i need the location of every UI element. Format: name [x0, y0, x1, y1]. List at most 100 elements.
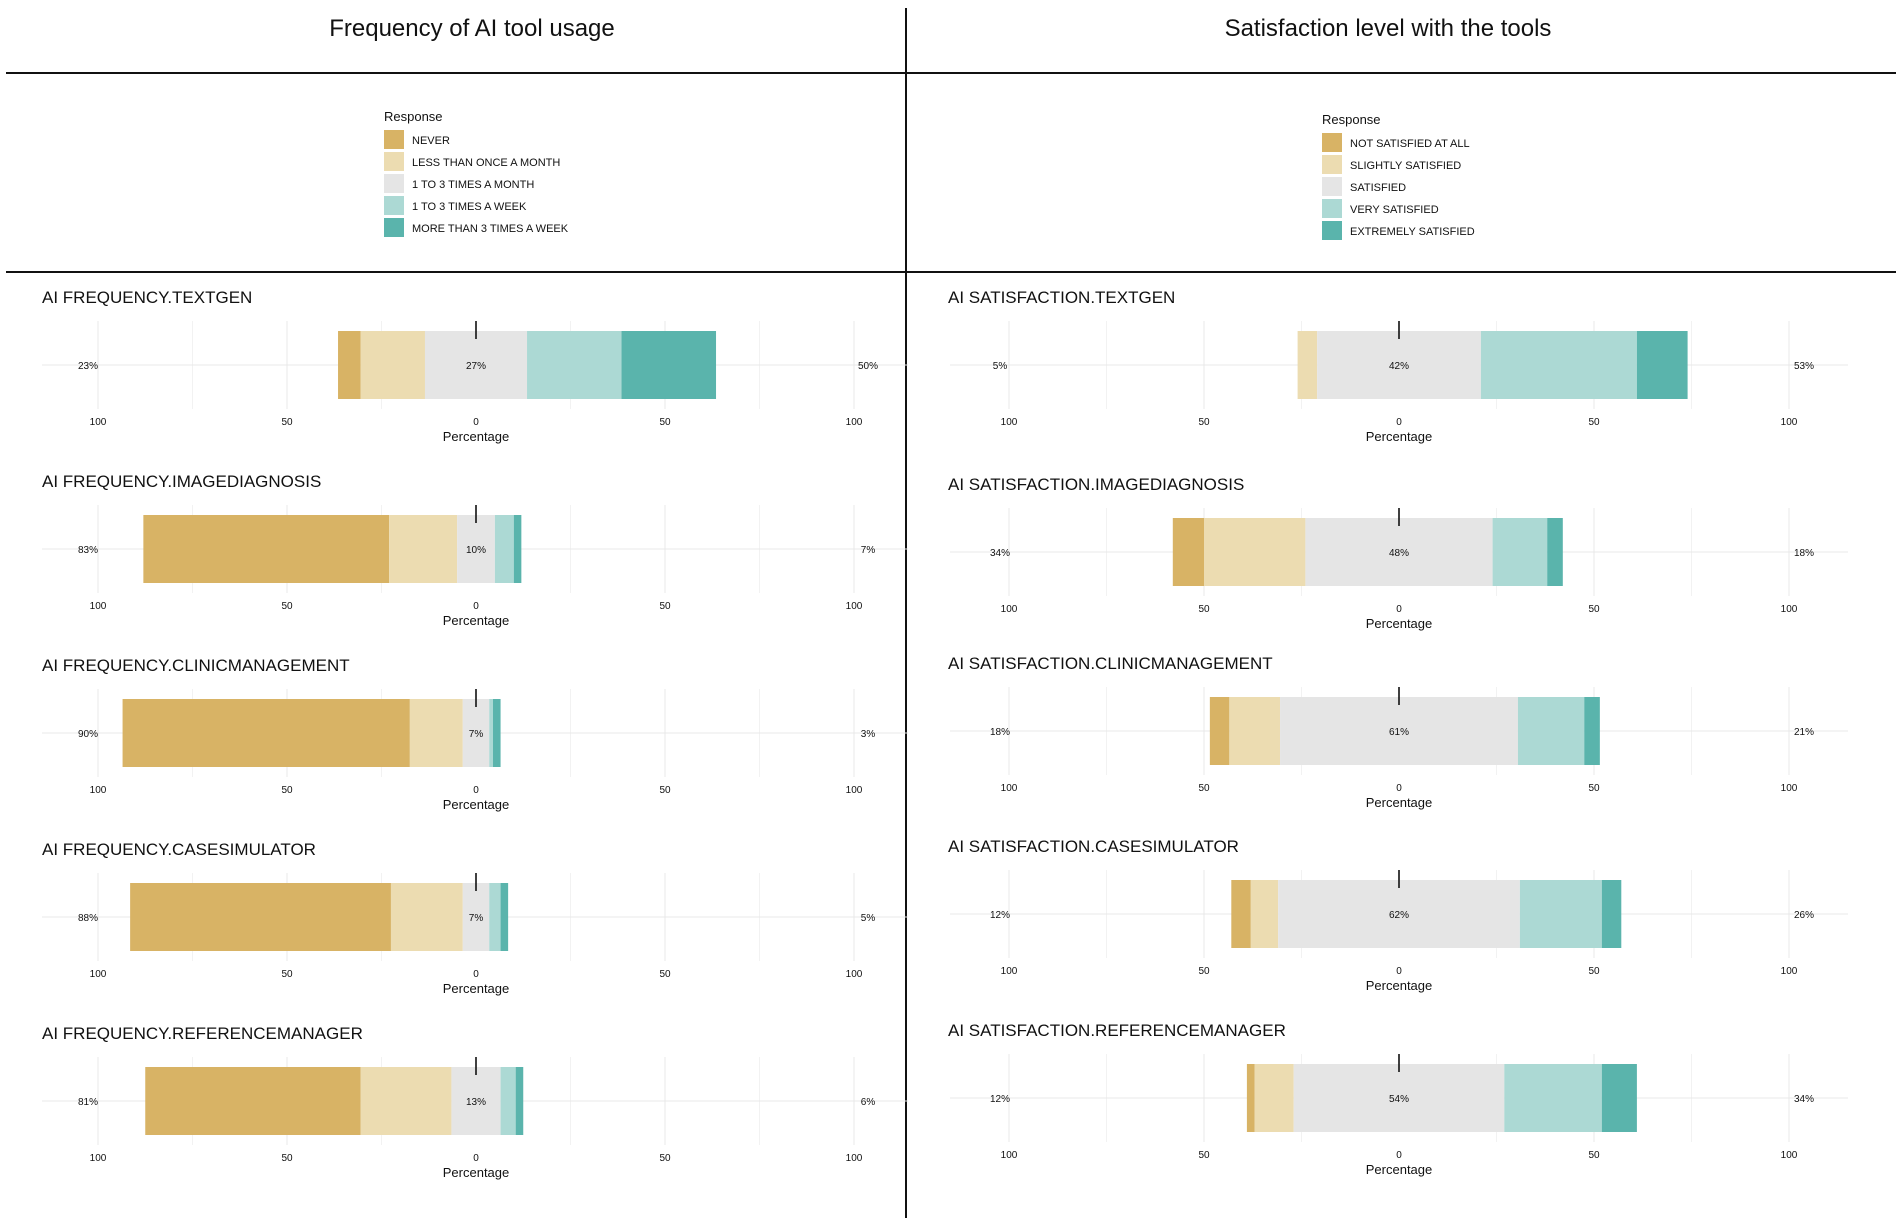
x-axis-label: Percentage: [443, 613, 510, 628]
tick-label: 100: [1781, 1150, 1798, 1161]
panel-title-frequency: Frequency of AI tool usage: [329, 15, 615, 42]
legend-swatch-1-to-3-times-a-month: [384, 174, 404, 193]
bar-segment: [409, 699, 463, 767]
chart-title: AI FREQUENCY.CASESIMULATOR: [42, 840, 316, 859]
bar-segment: [500, 883, 509, 951]
bar-segment: [462, 699, 490, 767]
bar-segment: [1601, 1064, 1637, 1132]
panel-title-satisfaction: Satisfaction level with the tools: [1225, 15, 1552, 42]
likert-chart: AI FREQUENCY.CLINICMANAGEMENT 90% 7% 3% 100 5…: [42, 656, 908, 812]
bar-segment: [122, 699, 410, 767]
legend-swatch-not-satisfied-at-all: [1322, 133, 1342, 152]
bar-segment: [1278, 880, 1520, 948]
label-high: 26%: [1794, 910, 1814, 921]
likert-chart: AI SATISFACTION.CLINICMANAGEMENT 18% 61% 21…: [948, 654, 1848, 810]
tick-label: 0: [473, 1153, 479, 1164]
bar-segment: [143, 515, 390, 583]
bar-segment: [338, 331, 361, 399]
tick-label: 0: [1396, 604, 1402, 615]
x-axis-label: Percentage: [1366, 429, 1433, 444]
bar-segment: [494, 515, 514, 583]
tick-label: 50: [281, 969, 293, 980]
chart-group: AI FREQUENCY.TEXTGEN 23% 27% 50% 100 50 0 50 100…: [42, 288, 1848, 1180]
bar-segment: [515, 1067, 524, 1135]
legend-label-never: NEVER: [412, 135, 450, 147]
bar-segment: [389, 515, 458, 583]
tick-label: 50: [1588, 1150, 1600, 1161]
bar-segment: [1601, 880, 1622, 948]
bar-segment: [1229, 697, 1281, 765]
tick-label: 50: [1588, 783, 1600, 794]
label-high: 53%: [1794, 361, 1814, 372]
tick-label: 100: [846, 417, 863, 428]
legend-label-very-satisfied: VERY SATISFIED: [1350, 204, 1439, 216]
label-high: 6%: [861, 1097, 876, 1108]
legend-label-extremely-satisfied: EXTREMELY SATISFIED: [1350, 226, 1475, 238]
tick-label: 50: [1198, 604, 1210, 615]
tick-label: 100: [846, 785, 863, 796]
bar-segment: [130, 883, 391, 951]
label-neutral: 7%: [469, 913, 484, 924]
likert-chart: AI SATISFACTION.TEXTGEN 5% 42% 53% 100 50 0 50 1…: [948, 288, 1848, 444]
bar-segment: [145, 1067, 361, 1135]
tick-label: 50: [1588, 966, 1600, 977]
tick-label: 100: [90, 785, 107, 796]
label-high: 5%: [861, 913, 876, 924]
bar-segment: [1204, 518, 1306, 586]
bar-segment: [360, 1067, 452, 1135]
x-axis-label: Percentage: [443, 429, 510, 444]
tick-label: 50: [281, 601, 293, 612]
label-high: 7%: [861, 545, 876, 556]
label-low: 23%: [78, 361, 98, 372]
label-neutral: 61%: [1389, 727, 1409, 738]
tick-label: 0: [473, 785, 479, 796]
legend-label-more-than-3-times-a-week: MORE THAN 3 TIMES A WEEK: [412, 223, 569, 235]
tick-label: 50: [1588, 604, 1600, 615]
label-neutral: 62%: [1389, 910, 1409, 921]
label-neutral: 10%: [466, 545, 486, 556]
bar-segment: [451, 1067, 501, 1135]
bar-segment: [489, 883, 501, 951]
legend-label-1-to-3-times-a-week: 1 TO 3 TIMES A WEEK: [412, 201, 527, 213]
tick-label: 50: [1588, 417, 1600, 428]
tick-label: 100: [90, 601, 107, 612]
tick-label: 100: [90, 969, 107, 980]
bar-segment: [1297, 331, 1318, 399]
tick-label: 100: [1781, 604, 1798, 615]
chart-title: AI FREQUENCY.REFERENCEMANAGER: [42, 1024, 363, 1043]
bar-segment: [1492, 518, 1548, 586]
likert-chart: AI FREQUENCY.TEXTGEN 23% 27% 50% 100 50 0 50 100…: [42, 288, 908, 444]
legend-title: Response: [1322, 112, 1381, 127]
tick-label: 100: [1781, 417, 1798, 428]
label-high: 50%: [858, 361, 878, 372]
chart-title: AI SATISFACTION.REFERENCEMANAGER: [948, 1021, 1286, 1040]
label-low: 90%: [78, 729, 98, 740]
bar-segment: [1231, 880, 1251, 948]
bar-segment: [360, 331, 425, 399]
bar-segment: [1480, 331, 1637, 399]
x-axis-label: Percentage: [1366, 978, 1433, 993]
chart-title: AI FREQUENCY.TEXTGEN: [42, 288, 252, 307]
legend-title: Response: [384, 109, 443, 124]
tick-label: 100: [1001, 604, 1018, 615]
tick-label: 100: [1001, 783, 1018, 794]
label-low: 12%: [990, 910, 1010, 921]
legend-swatch-1-to-3-times-a-week: [384, 196, 404, 215]
tick-label: 50: [281, 417, 293, 428]
tick-label: 50: [1198, 783, 1210, 794]
legend-label-not-satisfied-at-all: NOT SATISFIED AT ALL: [1350, 138, 1470, 150]
legend-swatch-extremely-satisfied: [1322, 221, 1342, 240]
legend-label-1-to-3-times-a-month: 1 TO 3 TIMES A MONTH: [412, 179, 534, 191]
label-low: 5%: [993, 361, 1008, 372]
tick-label: 50: [1198, 417, 1210, 428]
legend-frequency: Response NEVER LESS THAN ONCE A MONTH 1 …: [384, 109, 569, 237]
bar-segment: [493, 699, 501, 767]
likert-chart: AI SATISFACTION.IMAGEDIAGNOSIS 34% 48% 18% 1…: [948, 475, 1848, 631]
label-low: 18%: [990, 727, 1010, 738]
bar-segment: [1504, 1064, 1602, 1132]
x-axis-label: Percentage: [1366, 616, 1433, 631]
bar-segment: [424, 331, 528, 399]
label-neutral: 48%: [1389, 548, 1409, 559]
label-neutral: 42%: [1389, 361, 1409, 372]
